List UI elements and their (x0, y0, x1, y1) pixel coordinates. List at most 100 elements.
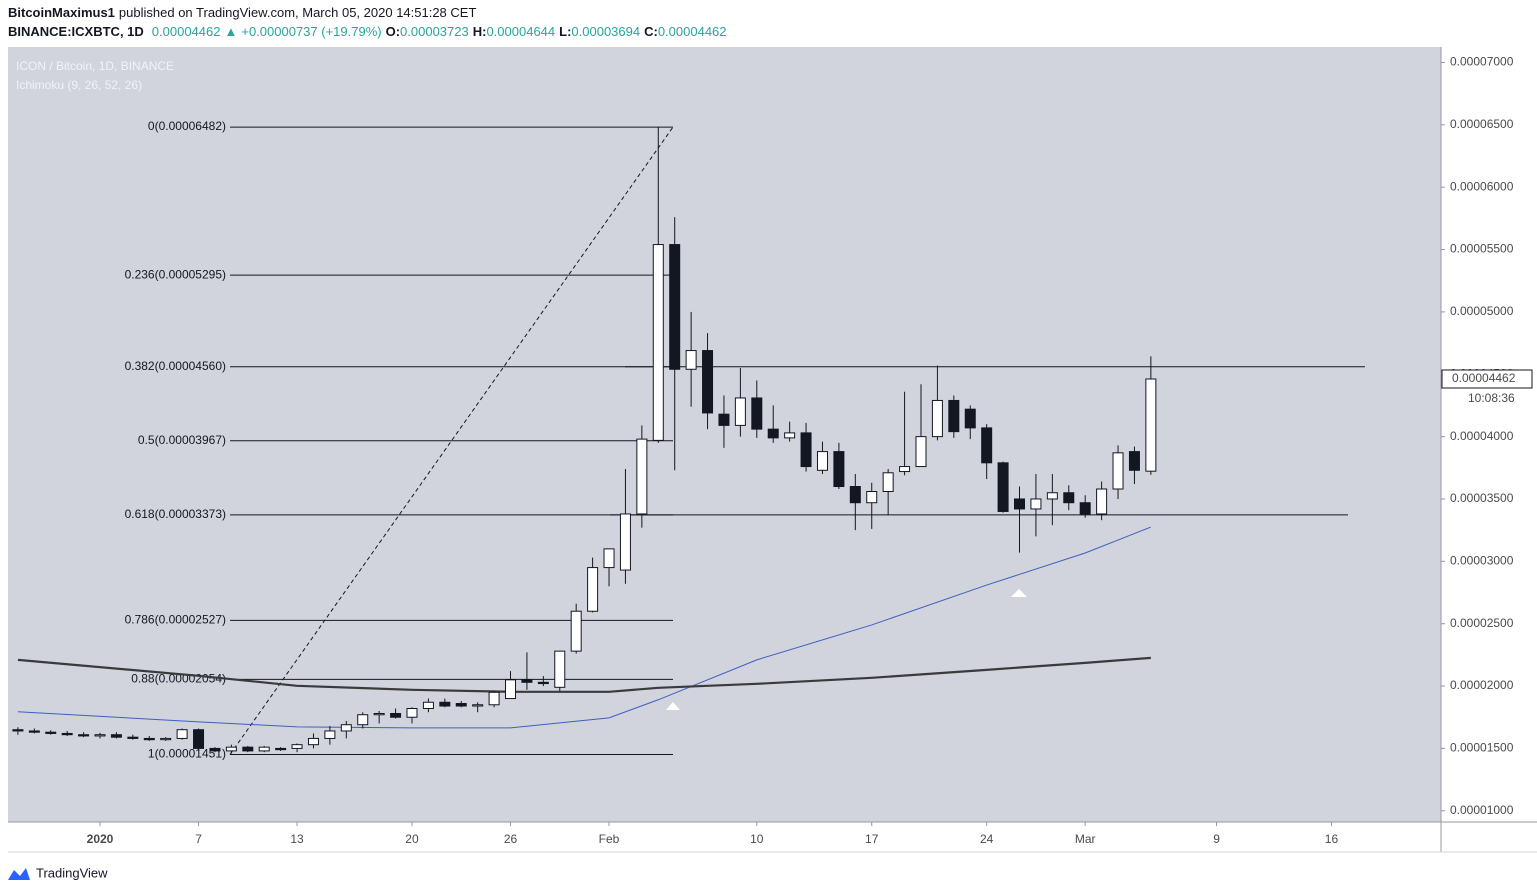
fib-label: 0.382(0.00004560) (125, 359, 226, 373)
candle-body (143, 737, 155, 741)
ohlc-key: C: (644, 24, 658, 39)
candle-body (1096, 488, 1108, 515)
candle-body (94, 734, 106, 737)
fib-label: 0.88(0.00002054) (131, 671, 226, 685)
signal-arrow (1011, 589, 1027, 597)
ohlc-value: 0.00004644 (486, 24, 555, 39)
indicator-line (17, 656, 1151, 693)
candle-body (1014, 498, 1026, 510)
y-tick-label: 0.00003500 (1450, 491, 1514, 505)
candle-body (488, 691, 500, 706)
y-tick-label: 0.00003000 (1450, 554, 1514, 568)
ohlc-key: O: (386, 24, 400, 39)
y-tick-label: 0.00007000 (1450, 55, 1514, 69)
candle-body (882, 472, 894, 492)
candle-body (800, 432, 812, 468)
candle-body (981, 427, 993, 464)
change: +0.00000737 (+19.79%) (241, 24, 381, 39)
y-tick-label: 0.00002000 (1450, 678, 1514, 692)
candle-body (78, 734, 90, 737)
candle-body (948, 399, 960, 433)
price-label: 0.00004462 (1452, 371, 1516, 385)
fib-label: 0.5(0.00003967) (138, 433, 226, 447)
candle-body (505, 679, 517, 700)
candle-body (1063, 492, 1075, 504)
fib-label: 0.236(0.00005295) (125, 267, 226, 281)
candle-body (537, 681, 549, 685)
candle-body (521, 679, 533, 683)
candle-body (603, 548, 615, 569)
candle-body (767, 428, 779, 439)
price-label-box (1441, 369, 1533, 389)
x-tick-label: 26 (504, 832, 518, 846)
candle-body (570, 610, 582, 652)
candle-body (12, 729, 24, 732)
fib-label: 0.618(0.00003373) (125, 507, 226, 521)
candle-body (45, 731, 57, 734)
ohlc-key: H: (473, 24, 487, 39)
y-tick-label: 0.00001000 (1450, 803, 1514, 817)
countdown: 10:08:36 (1468, 391, 1515, 405)
candle-body (899, 466, 911, 473)
candle-body (636, 438, 648, 515)
price: 0.00004462 (152, 24, 221, 39)
y-tick-label: 0.00006500 (1450, 117, 1514, 131)
candle-body (997, 462, 1009, 512)
candle-body (718, 413, 730, 426)
x-tick-label: 9 (1213, 832, 1220, 846)
candle-body (816, 451, 828, 471)
candle-body (702, 350, 714, 414)
x-tick-label: Mar (1075, 832, 1096, 846)
ohlc-value: 0.00003723 (400, 24, 469, 39)
x-tick-label: 20 (405, 832, 419, 846)
candle-body (472, 704, 484, 707)
candle-body (160, 737, 172, 741)
candle-body (61, 732, 73, 736)
plot-background (8, 47, 1441, 822)
candle-body (373, 712, 385, 716)
candle-body (964, 408, 976, 429)
countdown-box (1464, 390, 1528, 409)
candle-body (357, 714, 369, 726)
ohlc-value: 0.00004462 (658, 24, 727, 39)
footer-brand: TradingView (36, 865, 108, 880)
x-tick-label: 16 (1325, 832, 1339, 846)
y-tick-label: 0.00001500 (1450, 741, 1514, 755)
ohlc-key: L: (559, 24, 571, 39)
arrow: ▲ (224, 24, 237, 39)
y-tick-label: 0.00006000 (1450, 179, 1514, 193)
candle-body (455, 703, 467, 707)
fib-label: 0.786(0.00002527) (125, 613, 226, 627)
candle-body (1046, 492, 1058, 500)
ohlc-value: 0.00003694 (571, 24, 640, 39)
candle-body (652, 244, 664, 441)
candle-body (390, 712, 402, 718)
x-tick-label: 10 (750, 832, 764, 846)
candle-body (669, 244, 681, 370)
candle-body (291, 744, 303, 749)
x-tick-label: 17 (865, 832, 879, 846)
candle-body (193, 729, 205, 749)
candle-body (1145, 378, 1157, 472)
candle-body (1079, 502, 1091, 515)
candle-body (258, 746, 270, 752)
header-line-2: BINANCE:ICXBTC, 1D 0.00004462 ▲ +0.00000737… (8, 24, 727, 39)
published: published on TradingView.com, March 05, … (119, 5, 477, 20)
footer-logo (8, 868, 30, 880)
candle-body (1030, 498, 1042, 510)
fib-label: 1(0.00001451) (148, 747, 226, 761)
candle-body (176, 729, 188, 739)
candle-body (340, 724, 352, 732)
candle-body (307, 737, 319, 746)
candle-body (619, 513, 631, 571)
x-tick-label: Feb (599, 832, 620, 846)
chart-subtitle: Ichimoku (9, 26, 52, 26) (16, 78, 142, 92)
y-tick-label: 0.00005000 (1450, 304, 1514, 318)
candle-body (275, 747, 287, 751)
indicator-line (17, 526, 1152, 729)
candle-body (866, 490, 878, 504)
y-tick-label: 0.00002500 (1450, 616, 1514, 630)
x-tick-label: 7 (195, 832, 202, 846)
candle-body (1128, 451, 1140, 471)
